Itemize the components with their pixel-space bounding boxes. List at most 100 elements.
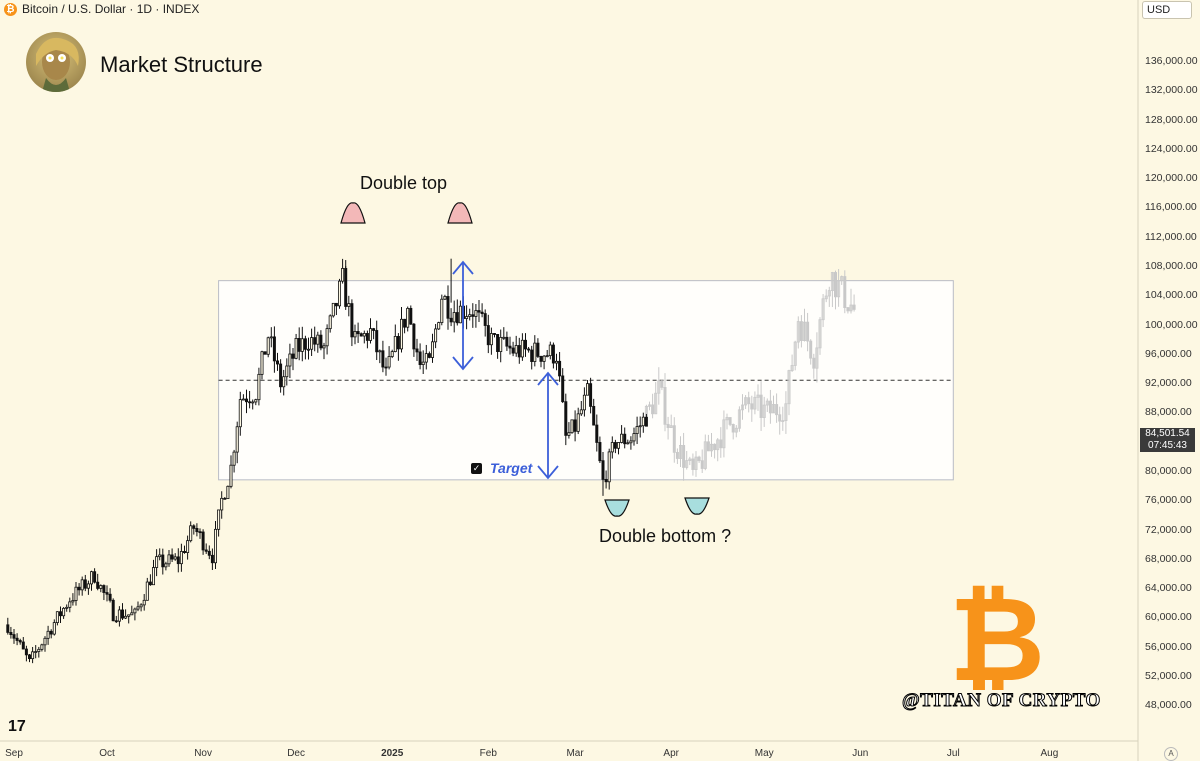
projection-candle [663,373,667,432]
candle [294,333,298,360]
candle [161,548,165,575]
candle-body [396,336,400,350]
x-tick-label: Sep [5,748,23,759]
candle [399,307,403,353]
candle [40,643,44,652]
candle-body [167,554,171,565]
tradingview-logo-icon[interactable]: 17 [8,718,26,735]
candle [644,413,648,427]
candle-body [294,338,298,359]
x-tick-label: Jul [946,748,960,759]
candle [514,335,518,357]
candle-body [130,612,134,616]
candle [561,368,565,404]
projection-candle [818,317,822,355]
projection-layer [644,269,856,481]
candle-body [254,399,258,403]
candle-body [356,331,360,335]
candle-body [223,497,227,500]
projection-candle [756,384,760,411]
candle [548,341,552,360]
candle-body [483,313,487,326]
candle [251,399,255,410]
candle-body [458,305,462,324]
projection-candle-body [685,460,689,468]
candle-body [334,302,338,307]
candle [564,393,568,446]
projection-candle [700,449,704,473]
candle-body [437,322,441,330]
candle [108,588,112,603]
candle [46,625,50,645]
candle-body [105,592,109,595]
candle [297,327,301,361]
candle-body [362,333,366,337]
candle [384,357,388,376]
candle-body [452,312,456,323]
candle [375,320,379,361]
candle-body [520,339,524,358]
projection-candle [731,423,735,440]
candle-body [108,593,112,601]
projection-candle [849,288,853,314]
candle [303,335,307,360]
candle-body [96,581,100,589]
candle [198,528,202,539]
candle-body [548,344,552,357]
symbol-title: Bitcoin / U.S. Dollar · 1D · INDEX [22,2,200,16]
current-price-tag: 84,501.54 07:45:43 [1140,428,1195,452]
candle [573,410,577,442]
y-tick-label: 108,000.00 [1145,260,1198,272]
checkbox-icon[interactable]: ✓ [471,463,482,474]
currency-selector[interactable]: USD [1142,1,1192,19]
candle [285,358,289,386]
candle-body [620,433,624,443]
candle-body [390,351,394,357]
auto-scale-button[interactable]: A [1164,747,1178,761]
candle-body [102,585,106,593]
candle [229,455,233,489]
candle-body [387,356,391,368]
candle [350,299,354,347]
candle-body [517,345,521,358]
candle-body [313,337,317,345]
candle-body [406,307,410,328]
y-tick-label: 96,000.00 [1145,347,1192,360]
candle [610,436,614,459]
candle [403,318,407,334]
candle-body [579,409,583,415]
candle-body [474,310,478,317]
candle [83,574,87,592]
projection-candle-body [703,441,707,469]
projection-candle-body [765,400,769,406]
candle [328,314,332,333]
projection-candle [669,414,673,429]
projection-candle [787,369,791,416]
arrow-head-bottom [537,465,559,480]
projection-candle-body [768,400,772,414]
y-tick-label: 136,000.00 [1145,54,1198,67]
candle [195,523,199,537]
candle [86,580,90,595]
candle-body [21,641,25,650]
candle [474,304,478,328]
projection-candle [703,434,707,471]
candle-body [576,413,580,432]
candle-body [489,333,493,346]
candle-body [285,365,289,378]
x-tick-label: Nov [194,748,212,759]
candle [443,294,447,300]
candle [551,342,555,369]
candle [409,305,413,325]
candle-body [68,601,72,608]
candle [210,548,214,571]
candle-body [471,314,475,317]
projection-candle [737,406,741,432]
candle-body [111,599,115,622]
candle [21,637,25,650]
candle [114,615,118,623]
projection-candle [837,269,841,307]
candle-body [378,350,382,353]
